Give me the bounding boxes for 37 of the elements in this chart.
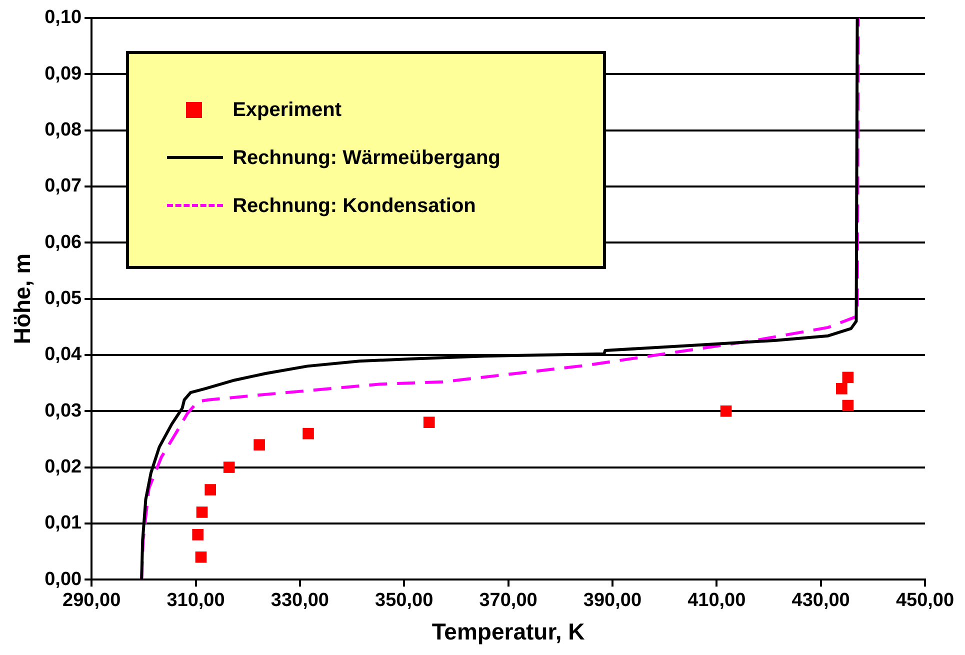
y-axis-title: Höhe, m	[9, 253, 36, 344]
y-tick-label: 0,08	[44, 120, 82, 141]
legend-label: Rechnung: Kondensation	[232, 194, 476, 218]
y-tick-label: 0,00	[44, 568, 82, 590]
x-tick-label: 430,00	[792, 590, 850, 612]
y-tick-label: 0,04	[44, 344, 82, 366]
y-tick-label: 0,06	[44, 232, 82, 253]
point	[423, 416, 435, 428]
point	[196, 506, 208, 518]
y-tick-label: 0,07	[44, 176, 82, 197]
x-tick-label: 350,00	[375, 590, 434, 612]
point	[223, 462, 235, 473]
x-tick-label: 410,00	[688, 590, 746, 612]
x-tick-label: 450,00	[896, 590, 954, 612]
point	[192, 529, 204, 540]
point	[204, 484, 216, 496]
y-tick-label: 0,09	[44, 63, 82, 84]
point	[254, 439, 265, 450]
x-axis-title: Temperatur, K	[432, 618, 586, 645]
x-tick-label: 290,00	[62, 590, 121, 612]
y-tick-label: 0,02	[44, 456, 82, 478]
x-tick-label: 310,00	[166, 590, 225, 612]
point	[302, 428, 314, 440]
legend-label: Rechnung: Wärmeübergang	[232, 146, 500, 170]
point	[836, 383, 848, 394]
y-tick-label: 0,10	[44, 7, 82, 28]
point	[842, 372, 854, 384]
y-tick-label: 0,03	[44, 400, 82, 422]
point	[195, 551, 207, 563]
x-tick-label: 370,00	[479, 590, 538, 612]
y-tick-label: 0,01	[44, 512, 82, 534]
y-tick-label: 0,05	[44, 288, 82, 310]
x-tick-label: 330,00	[270, 590, 329, 612]
x-tick-label: 390,00	[583, 590, 642, 612]
legend-label: Experiment	[232, 98, 342, 122]
point	[842, 400, 854, 412]
point	[720, 405, 732, 417]
